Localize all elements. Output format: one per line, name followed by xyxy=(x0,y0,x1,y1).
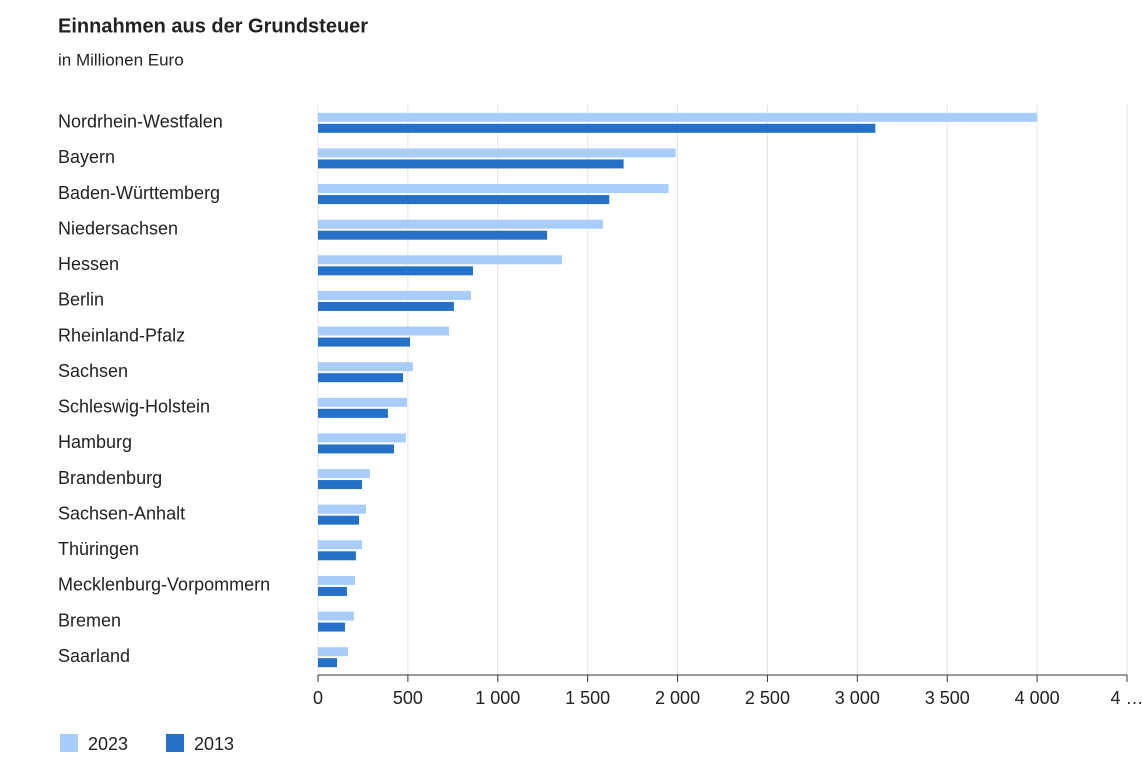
bar xyxy=(318,551,356,561)
bar xyxy=(318,586,347,596)
legend-label: 2013 xyxy=(194,734,234,754)
x-tick-label: 2 500 xyxy=(745,688,790,708)
bar xyxy=(318,326,450,336)
bar xyxy=(318,647,349,657)
y-tick-label: Berlin xyxy=(58,290,104,310)
bar xyxy=(318,611,354,621)
bar xyxy=(318,159,624,169)
bar xyxy=(318,362,413,372)
y-tick-label: Sachsen xyxy=(58,361,128,381)
y-tick-label: Baden-Württemberg xyxy=(58,183,220,203)
legend-swatch xyxy=(166,734,184,752)
bar xyxy=(318,112,1038,122)
y-tick-label: Sachsen-Anhalt xyxy=(58,503,185,523)
x-tick-label: 3 000 xyxy=(835,688,880,708)
bar xyxy=(318,301,454,311)
bar xyxy=(318,397,407,407)
y-tick-label: Hamburg xyxy=(58,432,132,452)
y-tick-label: Saarland xyxy=(58,646,130,666)
bar xyxy=(318,148,676,158)
bar xyxy=(318,469,370,479)
bar xyxy=(318,219,603,229)
chart-title: Einnahmen aus der Grundsteuer xyxy=(58,15,368,37)
chart-subtitle: in Millionen Euro xyxy=(58,50,184,69)
x-tick-label: 4 000 xyxy=(1015,688,1060,708)
y-tick-label: Bremen xyxy=(58,610,121,630)
legend-label: 2023 xyxy=(88,734,128,754)
y-tick-label: Niedersachsen xyxy=(58,218,178,238)
bar xyxy=(318,480,363,490)
bar xyxy=(318,658,338,668)
bar xyxy=(318,123,876,133)
bar xyxy=(318,540,363,550)
y-tick-label: Thüringen xyxy=(58,539,139,559)
x-tick-label: 1 000 xyxy=(475,688,520,708)
x-tick-label: 0 xyxy=(313,688,323,708)
y-tick-label: Schleswig-Holstein xyxy=(58,397,210,417)
x-tick-label: 4 … xyxy=(1110,688,1142,708)
bar xyxy=(318,266,473,276)
y-tick-label: Hessen xyxy=(58,254,119,274)
y-tick-label: Mecklenburg-Vorpommern xyxy=(58,575,270,595)
bar xyxy=(318,515,359,525)
x-tick-label: 500 xyxy=(393,688,423,708)
y-tick-label: Nordrhein-Westfalen xyxy=(58,112,223,132)
bar xyxy=(318,575,356,585)
bar xyxy=(318,337,411,347)
y-tick-label: Bayern xyxy=(58,147,115,167)
bar xyxy=(318,622,345,632)
y-tick-label: Rheinland-Pfalz xyxy=(58,325,185,345)
x-tick-label: 3 500 xyxy=(925,688,970,708)
y-tick-label: Brandenburg xyxy=(58,468,162,488)
bar xyxy=(318,255,562,265)
bar xyxy=(318,504,367,514)
x-tick-label: 2 000 xyxy=(655,688,700,708)
x-tick-label: 1 500 xyxy=(565,688,610,708)
bar xyxy=(318,230,548,240)
bar xyxy=(318,408,388,418)
bar xyxy=(318,184,669,194)
bar xyxy=(318,290,471,300)
bar xyxy=(318,433,406,443)
bar xyxy=(318,373,404,383)
bar xyxy=(318,195,610,205)
bar xyxy=(318,444,395,454)
legend-swatch xyxy=(60,734,78,752)
